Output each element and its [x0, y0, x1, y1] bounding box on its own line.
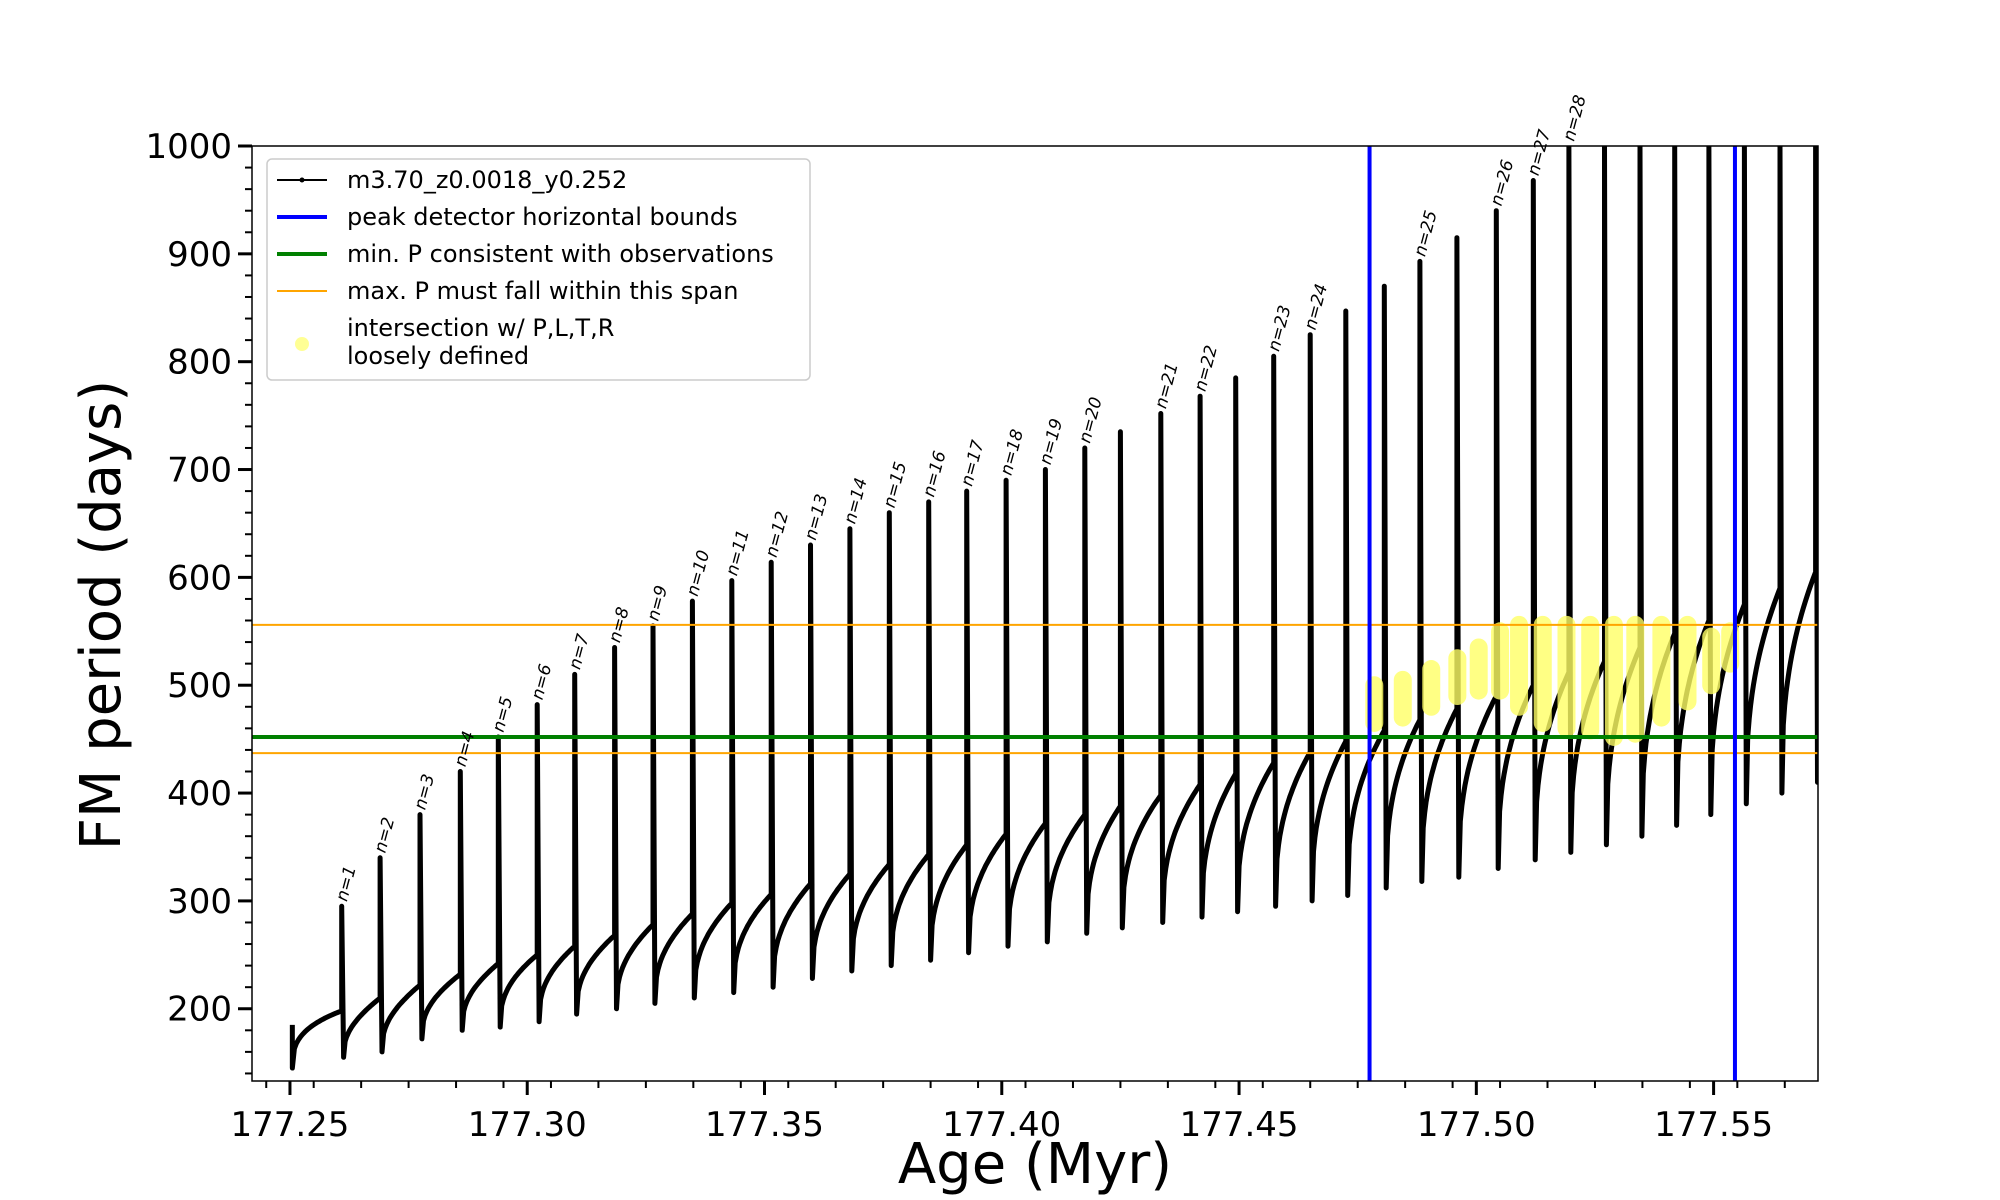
legend-swatch [295, 337, 309, 351]
legend-entry-label: max. P must fall within this span [347, 277, 738, 305]
legend-entry-label: peak detector horizontal bounds [347, 203, 738, 231]
y-tick-label: 1000 [145, 127, 232, 167]
x-tick-label: 177.50 [1417, 1105, 1536, 1145]
x-tick-label: 177.55 [1654, 1105, 1773, 1145]
evolutionary-track [289, 146, 1818, 1071]
legend-entry-label: min. P consistent with observations [347, 240, 774, 268]
y-tick-label: 300 [167, 882, 232, 922]
x-axis: 177.25 177.30 177.35 177.40 177.45 177.50 177.… [230, 1081, 1786, 1145]
legend-box [266, 158, 811, 381]
x-tick-label: 177.30 [468, 1105, 587, 1145]
y-tick-label: 200 [167, 990, 232, 1030]
legend-entry-label: intersection w/ P,L,T,R loosely defined [347, 314, 614, 370]
x-tick-label: 177.35 [705, 1105, 824, 1145]
y-axis: 200 300 400 500 600 700 800 900 1000 [145, 127, 252, 1075]
y-tick-label: 500 [167, 666, 232, 706]
plot-area [252, 146, 1818, 1081]
y-axis-label: FM period (days) [69, 380, 134, 850]
x-tick-label: 177.25 [230, 1105, 349, 1145]
x-tick-label: 177.40 [942, 1105, 1061, 1145]
legend-entry-line: intersection w/ P,L,T,R [347, 314, 614, 342]
x-axis-label: Age (Myr) [898, 1132, 1172, 1197]
legend-entry-line: loosely defined [347, 342, 529, 370]
y-tick-label: 600 [167, 558, 232, 598]
x-tick-label: 177.45 [1180, 1105, 1299, 1145]
y-tick-label: 400 [167, 774, 232, 814]
y-tick-label: 900 [167, 235, 232, 275]
legend-marker-dot [299, 177, 305, 183]
legend-entry-label: m3.70_z0.0018_y0.252 [347, 166, 627, 194]
y-tick-label: 800 [167, 343, 232, 383]
plot-frame [251, 145, 1819, 1082]
y-tick-label: 700 [167, 451, 232, 491]
